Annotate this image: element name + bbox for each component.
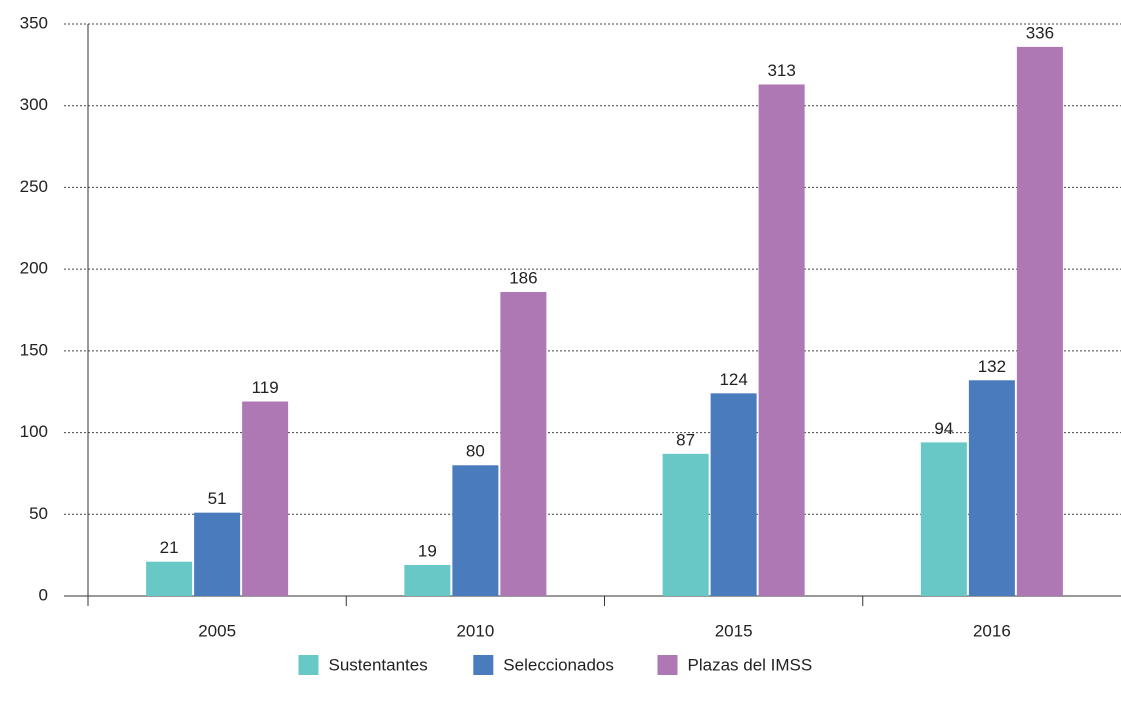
legend-swatch bbox=[657, 655, 678, 675]
data-label: 119 bbox=[252, 378, 279, 397]
bar bbox=[242, 401, 289, 596]
bar bbox=[1016, 46, 1063, 596]
legend-label: Seleccionados bbox=[503, 655, 614, 674]
x-tick-label: 2016 bbox=[973, 621, 1011, 640]
bar bbox=[146, 561, 193, 596]
legend-swatch bbox=[473, 655, 494, 675]
bar bbox=[194, 512, 241, 596]
bar bbox=[758, 84, 805, 597]
y-tick-label: 300 bbox=[20, 95, 48, 114]
data-label: 19 bbox=[418, 541, 437, 560]
bar bbox=[968, 380, 1015, 596]
data-label: 94 bbox=[934, 419, 953, 438]
bar bbox=[920, 442, 967, 596]
y-tick-label: 50 bbox=[29, 504, 48, 523]
x-tick-label: 2005 bbox=[198, 621, 236, 640]
y-tick-label: 100 bbox=[20, 422, 48, 441]
y-tick-label: 250 bbox=[20, 177, 48, 196]
data-label: 21 bbox=[160, 538, 179, 557]
data-label: 132 bbox=[978, 357, 1006, 376]
y-tick-label: 200 bbox=[20, 259, 48, 278]
bar bbox=[404, 564, 451, 596]
data-label: 313 bbox=[767, 61, 795, 80]
legend-swatch bbox=[298, 655, 319, 675]
data-label: 336 bbox=[1026, 23, 1054, 42]
bar bbox=[500, 292, 547, 596]
legend-label: Sustentantes bbox=[329, 655, 428, 674]
data-label: 80 bbox=[466, 442, 485, 461]
bar bbox=[452, 465, 499, 596]
data-label: 51 bbox=[208, 489, 227, 508]
bar bbox=[710, 393, 757, 596]
bar bbox=[662, 453, 709, 596]
x-tick-label: 2015 bbox=[715, 621, 753, 640]
data-label: 186 bbox=[509, 269, 537, 288]
data-label: 87 bbox=[676, 430, 695, 449]
y-tick-label: 150 bbox=[20, 340, 48, 359]
x-tick-label: 2010 bbox=[456, 621, 494, 640]
legend-label: Plazas del IMSS bbox=[688, 655, 813, 674]
data-label: 124 bbox=[719, 370, 747, 389]
y-tick-label: 0 bbox=[39, 585, 48, 604]
y-tick-label: 350 bbox=[20, 13, 48, 32]
